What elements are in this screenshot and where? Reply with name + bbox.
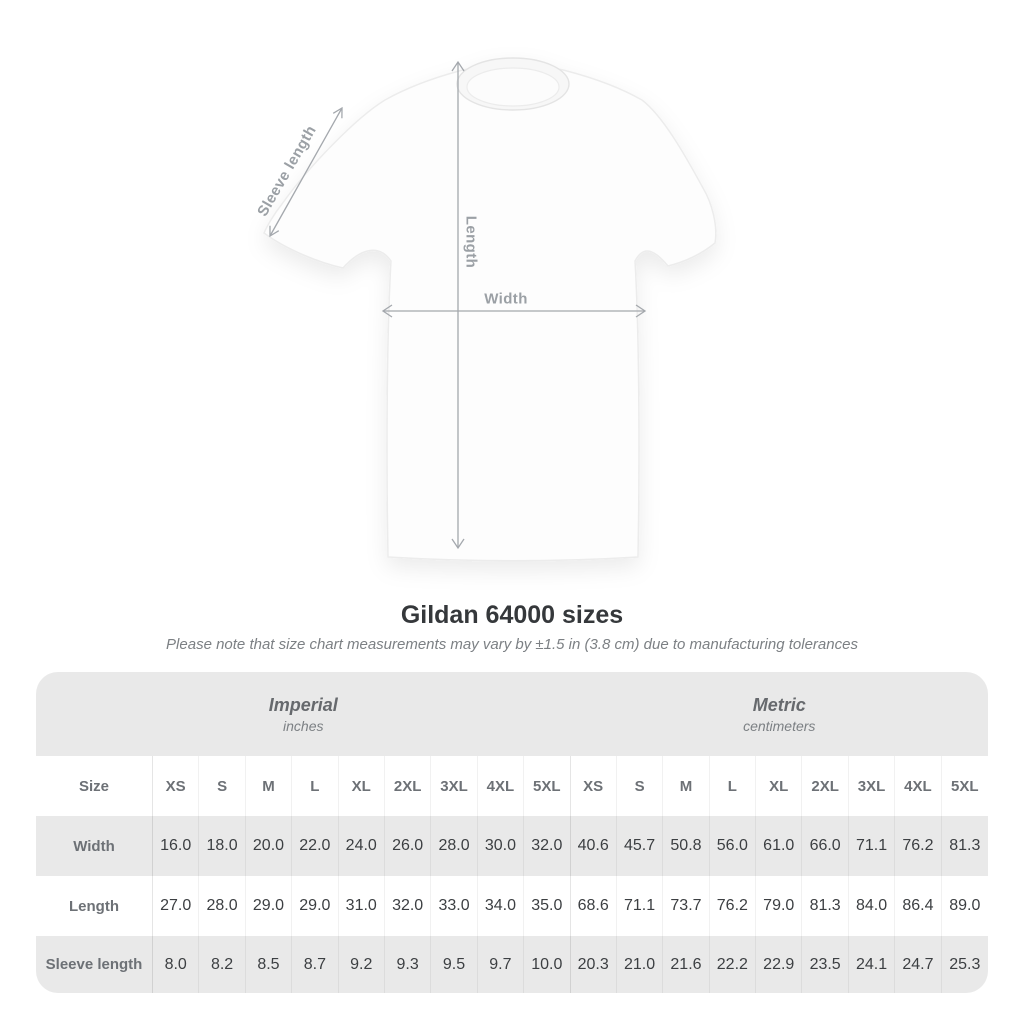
table-cell: 31.0	[338, 876, 385, 936]
table-cell: 23.5	[802, 936, 849, 993]
size-header-imperial-4xl: 4XL	[477, 756, 525, 816]
unit-group-metric-label: Metric	[752, 694, 806, 715]
table-cell: 30.0	[477, 816, 525, 876]
table-cell: 9.5	[431, 936, 478, 993]
size-header-imperial-5xl: 5XL	[524, 756, 571, 816]
tshirt-image	[263, 57, 717, 562]
table-cell: 20.3	[570, 936, 617, 993]
table-cell: 66.0	[802, 816, 849, 876]
table-cell: 89.0	[941, 876, 988, 936]
table-cell: 73.7	[663, 876, 710, 936]
table-cell: 16.0	[153, 816, 200, 876]
table-cell: 40.6	[570, 816, 617, 876]
unit-group-metric: Metric centimeters	[570, 672, 988, 756]
table-cell: 24.0	[338, 816, 385, 876]
table-cell: 8.2	[199, 936, 246, 993]
width-label: Width	[484, 290, 528, 308]
size-header-metric-2xl: 2XL	[802, 756, 849, 816]
table-cell: 9.7	[477, 936, 525, 993]
table-cell: 8.5	[245, 936, 293, 993]
length-label: Length	[462, 215, 480, 269]
size-header-metric-l: L	[709, 756, 757, 816]
table-cell: 20.0	[245, 816, 293, 876]
table-cell: 79.0	[756, 876, 803, 936]
size-header-imperial-xs: XS	[153, 756, 200, 816]
table-cell: 76.2	[709, 876, 757, 936]
table-cell: 8.7	[292, 936, 339, 993]
size-header-imperial-xl: XL	[338, 756, 385, 816]
size-header-imperial-3xl: 3XL	[431, 756, 478, 816]
table-cell: 25.3	[941, 936, 988, 993]
table-cell: 24.1	[848, 936, 896, 993]
table-cell: 24.7	[895, 936, 942, 993]
table-cell: 32.0	[384, 876, 432, 936]
table-cell: 45.7	[616, 816, 664, 876]
table-cell: 29.0	[245, 876, 293, 936]
table-cell: 33.0	[431, 876, 478, 936]
unit-group-imperial-label: Imperial	[268, 694, 338, 715]
row-label: Width	[36, 816, 153, 876]
unit-group-imperial-sublabel: inches	[283, 717, 324, 734]
table-cell: 18.0	[199, 816, 246, 876]
size-header-imperial-s: S	[199, 756, 246, 816]
table-cell: 71.1	[848, 816, 896, 876]
table-cell: 28.0	[199, 876, 246, 936]
size-header-metric-xs: XS	[570, 756, 617, 816]
table-cell: 32.0	[524, 816, 571, 876]
sleeve-measure-arrow	[269, 106, 343, 238]
size-header-metric-3xl: 3XL	[848, 756, 896, 816]
size-header-metric-4xl: 4XL	[895, 756, 942, 816]
table-cell: 34.0	[477, 876, 525, 936]
table-cell: 21.6	[663, 936, 710, 993]
unit-group-metric-sublabel: centimeters	[743, 717, 816, 734]
table-cell: 26.0	[384, 816, 432, 876]
size-corner-header: Size	[36, 756, 153, 816]
table-cell: 29.0	[292, 876, 339, 936]
length-measure-arrow	[451, 60, 465, 550]
size-header-imperial-m: M	[245, 756, 293, 816]
table-cell: 76.2	[895, 816, 942, 876]
table-cell: 21.0	[616, 936, 664, 993]
table-cell: 22.0	[292, 816, 339, 876]
tolerance-note: Please note that size chart measurements…	[166, 636, 858, 653]
size-chart-table: Imperial inches Metric centimeters Size X…	[36, 672, 988, 993]
size-header-metric-5xl: 5XL	[941, 756, 988, 816]
table-cell: 61.0	[756, 816, 803, 876]
table-cell: 81.3	[802, 876, 849, 936]
table-cell: 10.0	[524, 936, 571, 993]
tshirt-diagram	[263, 57, 717, 562]
row-label: Sleeve length	[36, 936, 153, 993]
table-cell: 9.3	[384, 936, 432, 993]
table-cell: 28.0	[431, 816, 478, 876]
table-cell: 81.3	[941, 816, 988, 876]
table-cell: 56.0	[709, 816, 757, 876]
unit-group-imperial: Imperial inches	[36, 672, 571, 756]
size-header-metric-s: S	[616, 756, 664, 816]
table-cell: 50.8	[663, 816, 710, 876]
collar-opening	[466, 67, 560, 107]
table-cell: 9.2	[338, 936, 385, 993]
table-cell: 71.1	[616, 876, 664, 936]
table-cell: 86.4	[895, 876, 942, 936]
page-title: Gildan 64000 sizes	[400, 601, 624, 629]
table-cell: 84.0	[848, 876, 896, 936]
table-cell: 22.9	[756, 936, 803, 993]
table-cell: 27.0	[153, 876, 200, 936]
size-header-imperial-2xl: 2XL	[384, 756, 432, 816]
table-cell: 8.0	[153, 936, 200, 993]
size-header-imperial-l: L	[292, 756, 339, 816]
table-cell: 35.0	[524, 876, 571, 936]
row-label: Length	[36, 876, 153, 936]
table-cell: 22.2	[709, 936, 757, 993]
size-header-metric-xl: XL	[756, 756, 803, 816]
width-measure-arrow	[381, 304, 647, 318]
size-header-metric-m: M	[663, 756, 710, 816]
table-cell: 68.6	[570, 876, 617, 936]
